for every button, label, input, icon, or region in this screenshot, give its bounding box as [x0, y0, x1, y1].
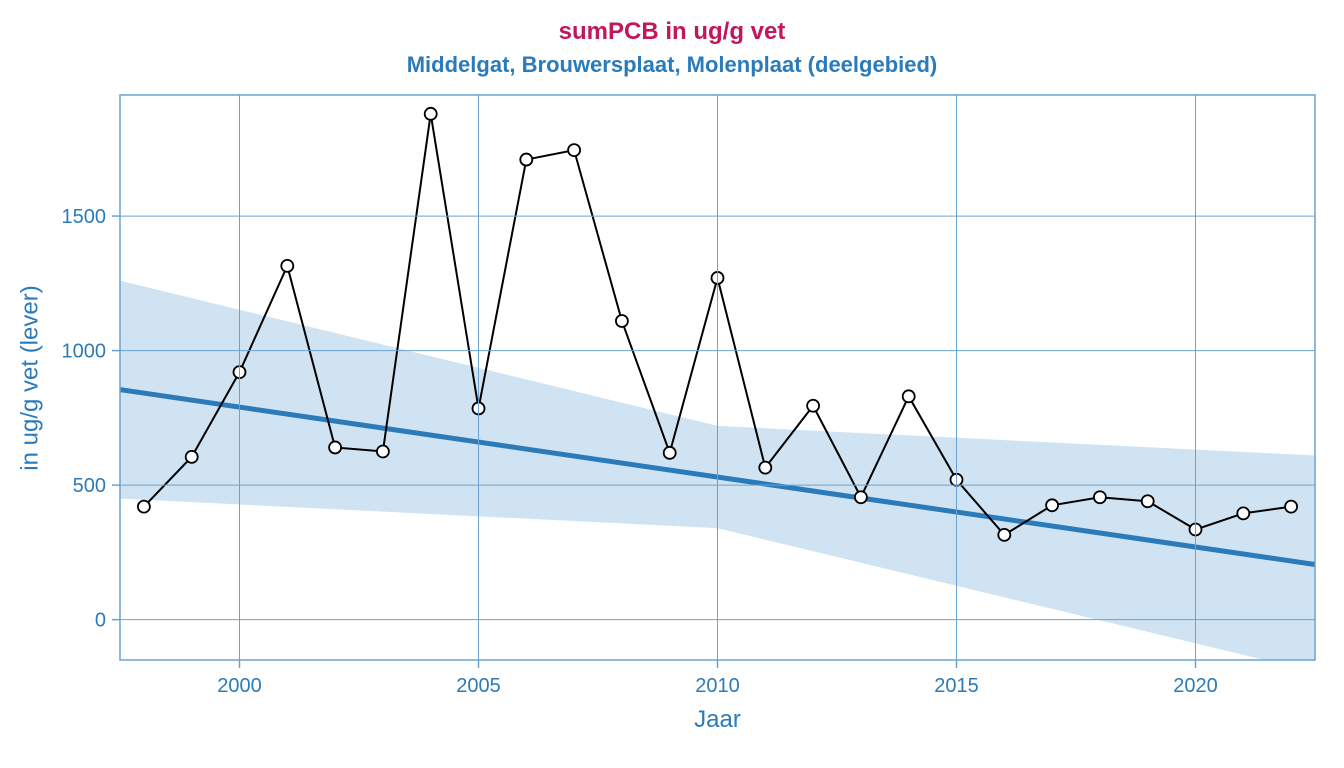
- svg-text:2005: 2005: [456, 675, 501, 697]
- svg-text:500: 500: [73, 475, 106, 497]
- chart-title-sub: Middelgat, Brouwersplaat, Molenplaat (de…: [0, 52, 1344, 78]
- svg-text:2015: 2015: [934, 675, 979, 697]
- x-axis-label: Jaar: [120, 706, 1315, 734]
- chart-title-main: sumPCB in ug/g vet: [0, 18, 1344, 46]
- svg-text:2010: 2010: [695, 675, 740, 697]
- chart-plot: 2000 2005 2010 2015 2020 0 500 1000 1500: [0, 0, 1344, 768]
- svg-text:2000: 2000: [217, 675, 262, 697]
- svg-text:1500: 1500: [62, 206, 107, 228]
- svg-text:0: 0: [95, 610, 106, 632]
- svg-text:1000: 1000: [62, 341, 107, 363]
- chart-container: sumPCB in ug/g vet Middelgat, Brouwerspl…: [0, 0, 1344, 768]
- y-axis-label: in ug/g vet (lever): [16, 95, 44, 660]
- svg-text:2020: 2020: [1173, 675, 1218, 697]
